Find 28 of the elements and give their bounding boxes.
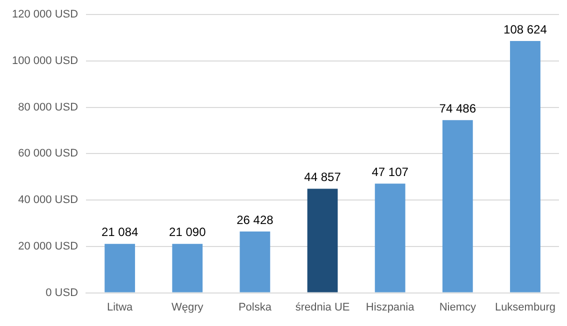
bar <box>240 232 270 292</box>
data-label: 47 107 <box>372 164 409 179</box>
x-tick-label: Polska <box>238 301 272 314</box>
data-label: 21 084 <box>101 225 139 240</box>
y-tick-label: 20 000 USD <box>18 240 78 252</box>
x-tick-label: Węgry <box>172 301 204 314</box>
data-label: 26 428 <box>236 212 274 227</box>
bar <box>104 244 136 292</box>
y-tick-label: 0 USD <box>46 286 78 299</box>
x-tick-label: Hiszpania <box>366 301 416 314</box>
data-label: 74 486 <box>439 101 476 116</box>
data-label: 44 857 <box>304 170 342 184</box>
bar <box>510 40 540 292</box>
x-tick-label: średnia UE <box>295 301 350 314</box>
bar <box>374 184 406 292</box>
x-tick-label: Niemcy <box>439 301 476 314</box>
y-tick-label: 80 000 USD <box>18 101 78 114</box>
x-tick-label: Luksemburg <box>494 301 556 314</box>
bar <box>442 120 473 292</box>
y-tick-label: 120 000 USD <box>12 8 78 21</box>
x-tick-label: Litwa <box>106 301 134 314</box>
y-tick-label: 40 000 USD <box>18 194 78 206</box>
bar <box>172 244 203 292</box>
bar <box>307 188 338 292</box>
y-tick-label: 60 000 USD <box>18 148 78 160</box>
y-tick-label: 100 000 USD <box>12 55 78 67</box>
data-label: 108 624 <box>504 22 548 36</box>
data-label: 21 090 <box>169 225 206 240</box>
